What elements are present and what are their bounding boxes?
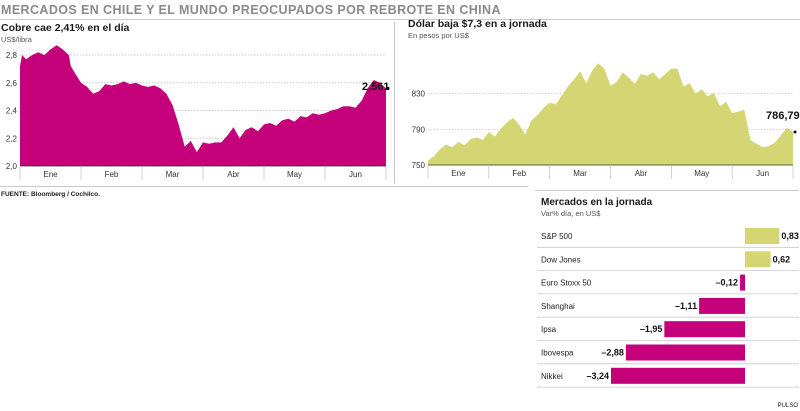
market-value-label: –1,11 [675,301,697,311]
month-label: Jun [756,169,769,178]
dollar-chart-unit: En pesos por US$ [408,31,469,40]
month-label: May [694,169,709,178]
y-tick-label: 2,0 [6,162,18,171]
market-label: Dow Jones [541,255,581,264]
headline-rule [0,19,800,20]
y-tick-label: 2,8 [6,51,18,60]
month-label: Mar [573,169,587,178]
market-bar [745,251,771,268]
headline: MERCADOS EN CHILE Y EL MUNDO PREOCUPADOS… [1,3,501,17]
market-value-label: –3,24 [586,371,609,381]
series-area [428,63,793,165]
y-tick-label: 830 [412,90,426,99]
market-bar [699,297,745,314]
y-tick-label: 2,6 [6,79,18,88]
dollar-chart-title: Dólar baja $7,3 en a jornada [408,18,547,30]
copper-chart-title: Cobre cae 2,41% en el día [1,22,130,34]
markets-title: Mercados en la jornada [541,197,653,208]
market-label: Ibovespa [541,349,574,358]
month-label: Jun [349,170,362,179]
market-label: Nikkei [541,372,563,381]
month-label: Abr [227,170,240,179]
month-label: Feb [512,169,526,178]
market-value-label: –2,88 [601,348,624,358]
month-label: Ene [451,169,466,178]
market-bar [740,274,745,291]
market-bar [611,367,745,384]
y-tick-label: 790 [412,125,426,134]
charts-bottom-rule [0,186,528,187]
market-bar [745,228,780,244]
last-value-label: 2,561 [362,81,390,93]
series-area [20,45,386,166]
column-divider [394,22,395,184]
market-label: S&P 500 [541,232,573,241]
market-value-label: –0,12 [716,278,739,288]
market-label: Ipsa [541,325,557,334]
y-tick-label: 2,4 [6,107,18,116]
source-note: FUENTE: Bloomberg / Cochilco. [1,191,100,198]
market-value-label: 0,83 [781,231,799,241]
month-label: May [287,170,302,179]
month-label: Ene [43,170,58,179]
credit-label: PULSO [777,403,798,409]
last-point [386,86,390,90]
last-value-label: 786,79 [766,110,800,122]
month-label: Mar [166,170,180,179]
market-divider-top [535,190,799,191]
market-value-label: –1,95 [640,324,663,334]
y-tick-label: 750 [412,161,426,170]
market-label: Euro Stoxx 50 [541,279,592,288]
last-point [793,130,797,134]
market-bar [664,321,745,338]
market-value-label: 0,62 [773,254,791,264]
y-tick-label: 2,2 [6,134,18,143]
copper-chart-unit: US$/libra [1,35,32,44]
markets-unit: Var% día, en US$ [541,209,601,218]
market-bar [625,344,745,361]
market-label: Shanghai [541,302,575,311]
month-label: Abr [635,169,648,178]
month-label: Feb [105,170,119,179]
